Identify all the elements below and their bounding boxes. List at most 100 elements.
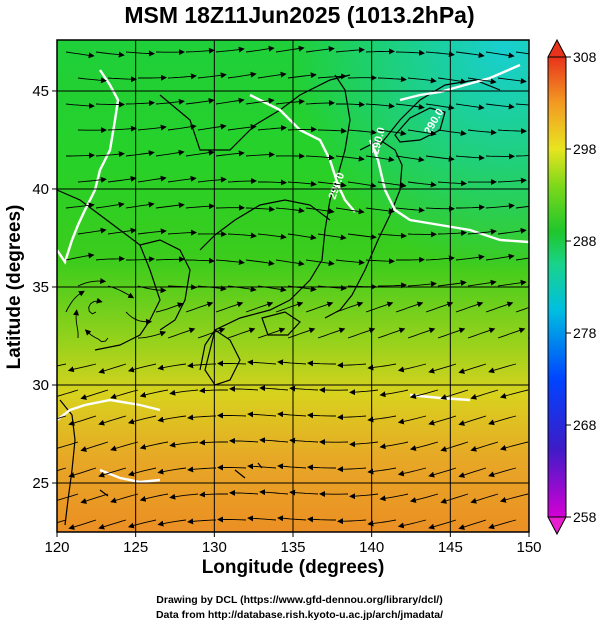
- streamline-arrow: [515, 205, 529, 209]
- streamline-arrow: [307, 360, 336, 367]
- streamline-arrow: [275, 301, 304, 313]
- streamline-arrow: [397, 363, 427, 373]
- streamline-arrow: [77, 77, 107, 84]
- streamline-arrow: [336, 101, 365, 108]
- streamline-arrow: [407, 181, 437, 188]
- streamline-arrow: [379, 389, 409, 398]
- streamline-arrow: [80, 493, 109, 504]
- streamline-arrow: [425, 155, 455, 162]
- y-tick-label: 35: [32, 279, 49, 296]
- streamline-arrow: [407, 327, 436, 339]
- streamline-arrow: [125, 201, 155, 209]
- coastline-taiwan: [59, 399, 76, 526]
- streamline-arrow: [139, 389, 169, 398]
- streamline-arrow: [185, 301, 214, 313]
- streamline-arrow: [407, 281, 437, 287]
- streamline-arrow: [287, 327, 316, 339]
- streamline-arrow: [95, 51, 125, 58]
- streamline-arrow: [65, 290, 85, 313]
- streamline-arrow: [57, 441, 79, 449]
- streamline-arrow: [107, 76, 137, 83]
- streamline-arrow: [470, 389, 499, 400]
- streamline-arrow: [365, 258, 395, 265]
- map-title: MSM 18Z11Jun2025 (1013.2hPa): [124, 2, 475, 28]
- streamline-arrow: [107, 125, 137, 132]
- streamline-arrow: [305, 301, 334, 313]
- streamline-arrow: [458, 363, 487, 374]
- streamline-arrow: [167, 327, 196, 339]
- colorbar: 308 298 288 278 268 258: [547, 38, 597, 536]
- streamline-arrow: [127, 467, 157, 477]
- streamline-arrow: [155, 202, 185, 209]
- x-tick-label: 130: [202, 539, 227, 556]
- x-axis-ticks: 120 125 130 135 140 145 150: [44, 532, 542, 556]
- streamline-arrow: [167, 123, 197, 131]
- streamline-arrow: [428, 467, 457, 478]
- y-tick-label: 40: [32, 181, 49, 198]
- streamline-arrow: [258, 179, 287, 186]
- streamline-arrow: [407, 77, 437, 84]
- streamline-arrow: [395, 155, 425, 163]
- streamline-arrow: [428, 415, 457, 426]
- streamline-arrow: [259, 437, 289, 444]
- streamline-arrow: [68, 415, 97, 426]
- streamline-arrow: [65, 51, 95, 59]
- streamline-arrow: [259, 385, 289, 392]
- streamline-arrow: [470, 441, 499, 452]
- contour-east-290: [368, 139, 529, 244]
- streamline-arrow: [377, 232, 407, 239]
- colorbar-ticks: 308 298 288 278 268 258: [566, 49, 597, 525]
- coastline-kyushu: [204, 329, 241, 386]
- streamline-arrow: [157, 363, 187, 371]
- streamline-arrow: [217, 516, 247, 523]
- streamline-arrow: [365, 301, 394, 313]
- x-axis-label: Longitude (degrees): [201, 557, 385, 578]
- streamline-arrow: [247, 359, 277, 366]
- streamline-arrow: [437, 77, 467, 85]
- grid: [57, 40, 529, 532]
- streamline-arrow: [377, 327, 406, 339]
- streamline-arrow: [217, 464, 247, 471]
- streamline-arrow: [245, 45, 275, 53]
- streamline-arrow: [437, 180, 467, 187]
- streamline-arrow: [125, 50, 155, 57]
- colorbar-tick-label: 288: [573, 233, 597, 249]
- streamline-arrow: [428, 363, 457, 374]
- streamline-arrow: [155, 149, 185, 157]
- streamline-arrow: [335, 155, 365, 162]
- streamline-arrow: [275, 259, 305, 267]
- streamline-arrow: [139, 441, 169, 450]
- streamline-arrow: [396, 256, 425, 263]
- streamline-arrow: [65, 102, 95, 109]
- coastline-hokkaido: [394, 107, 446, 143]
- streamline-arrow: [197, 327, 226, 339]
- streamline-arrow: [169, 389, 199, 396]
- streamline-arrow: [497, 177, 527, 184]
- streamline-arrow: [367, 363, 397, 371]
- streamline-arrow: [137, 330, 167, 339]
- streamline-arrow: [305, 46, 335, 53]
- y-axis-label: Latitude (degrees): [4, 204, 25, 370]
- streamline-arrow: [467, 77, 497, 85]
- streamline-arrow: [488, 519, 517, 530]
- streamline-arrow: [467, 279, 497, 287]
- streamline-arrow: [337, 362, 367, 369]
- x-tick-label: 135: [280, 539, 305, 556]
- streamline-arrow: [107, 227, 137, 235]
- streamline-arrow: [377, 181, 407, 189]
- streamline-arrow: [349, 441, 379, 448]
- streamline-arrow: [485, 253, 515, 261]
- streamline-arrow: [229, 385, 259, 392]
- streamline-arrow: [455, 103, 485, 111]
- streamline-arrow: [455, 254, 485, 261]
- streamline-arrow: [515, 257, 529, 261]
- streamline-arrow: [347, 233, 377, 240]
- streamline-arrow: [409, 493, 439, 503]
- streamline-arrow: [80, 389, 109, 400]
- streamline-arrow: [137, 175, 167, 183]
- streamline-arrow: [440, 389, 469, 400]
- streamline-arrow: [305, 154, 335, 161]
- streamline-arrow: [317, 181, 347, 188]
- streamline-arrow: [275, 207, 305, 214]
